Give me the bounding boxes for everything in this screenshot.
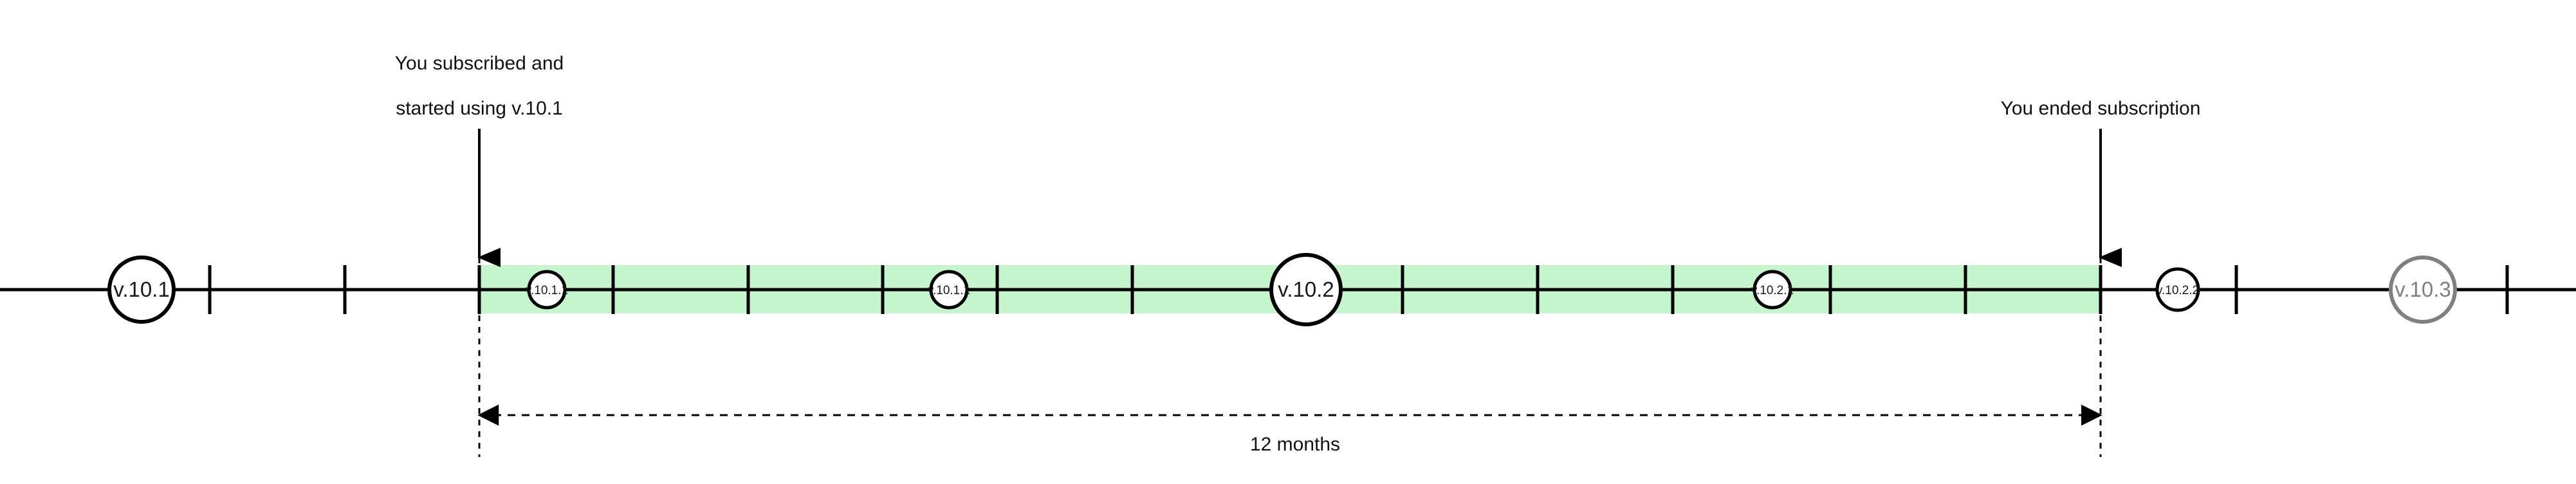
version-node-circle (1269, 253, 1343, 326)
version-node-circle (2155, 267, 2200, 312)
annotation-text-line: You ended subscription (2001, 98, 2201, 119)
version-node[interactable]: v.10.2 (1269, 253, 1343, 326)
version-node[interactable]: v.10.2.1 (1751, 270, 1794, 310)
duration-dimension: 12 months (477, 257, 2102, 457)
annotation-end: You ended subscription (2001, 98, 2201, 267)
version-node[interactable]: v.10.3 (2389, 256, 2457, 324)
version-node-label: v.10.2 (1278, 277, 1334, 301)
version-node-label: v.10.2.1 (1751, 284, 1794, 297)
version-node-circle (107, 256, 176, 324)
version-node-label: v.10.1 (113, 277, 169, 301)
annotation-text-line: You subscribed and (395, 53, 564, 74)
version-node-circle (2389, 256, 2457, 324)
version-node-circle (929, 270, 969, 310)
annotation-subscribe: You subscribed and started using v.10.1 (395, 53, 564, 267)
duration-label: 12 months (1250, 434, 1340, 455)
version-node-circle (527, 270, 567, 310)
version-node[interactable]: v.10.2.2 (2155, 267, 2200, 312)
version-node-label: v.10.1.1 (928, 284, 970, 297)
version-node[interactable]: v.10.1 (107, 256, 176, 324)
timeline-ticks (208, 265, 2509, 314)
version-node-label: v.10.3 (2395, 277, 2451, 301)
version-node-label: v.10.1.1 (526, 284, 568, 297)
version-node[interactable]: v.10.1.1 (928, 270, 970, 310)
annotation-text-line: started using v.10.1 (396, 98, 563, 119)
version-node-label: v.10.2.2 (2157, 284, 2199, 297)
version-nodes: v.10.1 v.10.1.1 v.10.1.1 v.10.2 v.10.2.1 v.10… (107, 253, 2457, 326)
version-node[interactable]: v.10.1.1 (526, 270, 568, 310)
version-node-circle (1753, 270, 1792, 310)
